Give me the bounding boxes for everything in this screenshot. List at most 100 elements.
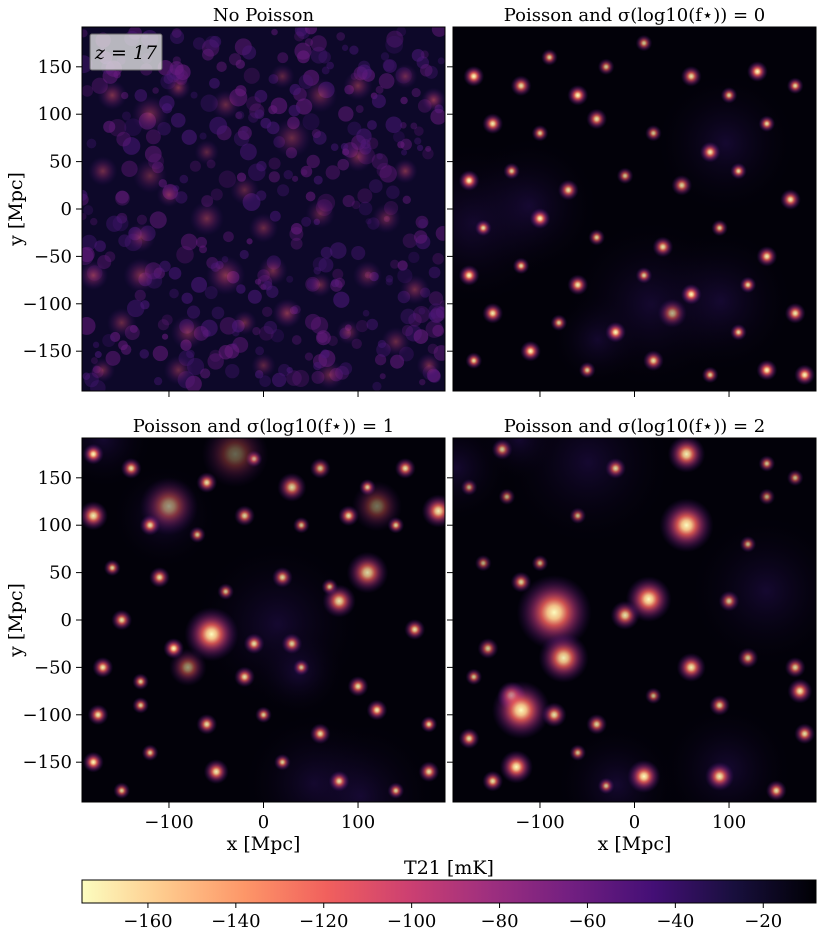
emission-source	[103, 559, 121, 577]
redshift-badge: z = 17	[89, 33, 163, 71]
emission-source	[189, 201, 224, 236]
emission-source	[541, 702, 567, 728]
emission-source	[520, 340, 541, 362]
emission-source	[314, 360, 345, 390]
x-tick-label: −100	[515, 812, 564, 833]
emission-source	[305, 198, 335, 229]
emission-source	[756, 245, 778, 267]
emission-source	[88, 156, 118, 186]
y-axis-label: y [Mpc]	[5, 583, 27, 658]
x-axis-label: x [Mpc]	[227, 833, 301, 855]
emission-source	[206, 255, 246, 296]
x-tick-label: 0	[629, 812, 640, 833]
x-tick-label: −100	[144, 812, 193, 833]
emission-source	[87, 704, 109, 726]
colorbar-tick-label: −120	[299, 911, 348, 932]
emission-source	[529, 208, 551, 229]
emission-source	[739, 535, 757, 553]
panel-top-right: Poisson and σ(log10(f⋆)) = 0	[447, 5, 817, 397]
emission-source	[421, 87, 445, 113]
emission-source	[248, 213, 279, 243]
emission-source	[474, 219, 492, 237]
y-tick-label: 100	[38, 104, 72, 125]
emission-source	[787, 678, 813, 704]
panel-title: Poisson and σ(log10(f⋆)) = 0	[504, 5, 765, 26]
emission-source	[82, 751, 104, 773]
emission-source	[794, 723, 816, 745]
emission-source	[780, 189, 801, 210]
emission-source	[482, 302, 504, 324]
emission-source	[322, 584, 356, 618]
emission-source	[711, 219, 728, 237]
emission-source	[92, 656, 114, 678]
emission-source	[657, 298, 687, 328]
panel-title: No Poisson	[213, 5, 315, 26]
emission-source	[680, 283, 702, 305]
emission-source	[491, 680, 551, 740]
emission-source	[196, 713, 218, 735]
emission-source	[166, 75, 191, 100]
emission-source	[210, 89, 241, 120]
emission-source	[730, 323, 747, 341]
emission-source	[394, 457, 416, 479]
emission-source	[458, 264, 480, 286]
colorbar: T21 [mK] −160 −140 −120 −100 −80 −60 −40 −20	[81, 857, 817, 932]
emission-source	[635, 34, 653, 52]
colorbar-label: T21 [mK]	[404, 857, 494, 879]
emission-source	[400, 274, 430, 305]
emission-source	[366, 699, 388, 721]
emission-source	[477, 638, 499, 659]
emission-source	[758, 115, 776, 133]
y-tick-label: −150	[23, 341, 72, 362]
colorbar-tick-label: −100	[387, 911, 436, 932]
emission-source	[336, 319, 361, 345]
emission-source	[786, 77, 804, 95]
emission-source	[460, 478, 478, 496]
emission-source	[90, 357, 116, 383]
emission-source	[303, 78, 338, 113]
emission-source	[189, 526, 206, 544]
emission-source	[229, 175, 260, 205]
emission-source	[458, 170, 480, 191]
emission-source	[82, 260, 109, 291]
emission-source	[97, 80, 127, 110]
emission-source	[420, 715, 438, 733]
emission-source	[680, 65, 702, 87]
emission-source	[498, 488, 516, 506]
emission-source	[125, 222, 156, 253]
emission-source	[458, 728, 480, 749]
colorbar-ticks: −160 −140 −120 −100 −80 −60 −40 −20	[123, 903, 782, 932]
emission-source	[730, 162, 747, 180]
colorbar-gradient	[81, 879, 817, 904]
emission-source	[307, 272, 333, 298]
emission-source	[586, 713, 608, 735]
emission-source	[578, 361, 596, 379]
y-axis-label: y [Mpc]	[5, 172, 27, 247]
emission-source	[597, 58, 615, 76]
emission-source	[343, 142, 373, 172]
emission-source	[625, 576, 672, 623]
emission-source	[234, 505, 255, 527]
emission-source	[346, 551, 389, 594]
emission-source	[671, 174, 693, 196]
emission-source	[169, 648, 207, 687]
emission-source	[272, 298, 302, 329]
emission-source	[243, 633, 265, 655]
emission-source	[588, 229, 606, 246]
emission-source	[531, 554, 549, 572]
emission-source	[217, 583, 235, 600]
colorbar-tick-label: −160	[123, 911, 172, 932]
emission-source	[421, 494, 445, 528]
y-tick-label: 50	[49, 152, 72, 173]
emission-source	[163, 355, 194, 385]
emission-source	[701, 366, 719, 384]
emission-source	[586, 108, 608, 130]
panel-image	[82, 27, 445, 391]
panel-title: Poisson and σ(log10(f⋆)) = 2	[504, 416, 765, 437]
emission-source	[659, 498, 714, 553]
emission-source	[255, 706, 272, 724]
emission-source	[699, 141, 721, 163]
y-tick-label: −150	[23, 752, 72, 773]
emission-source	[343, 71, 373, 101]
